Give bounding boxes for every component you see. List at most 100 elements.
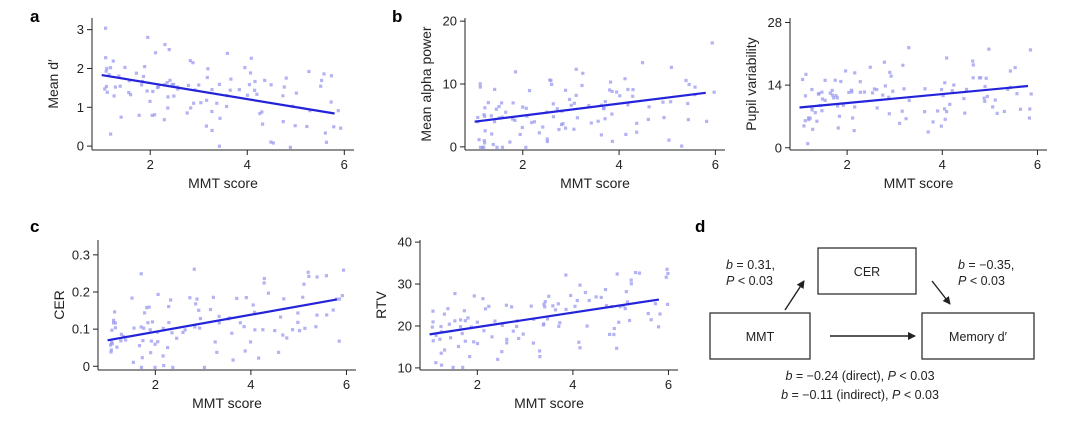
data-point [625,300,630,304]
data-point [243,349,247,353]
data-point [284,76,288,80]
data-point [462,309,466,313]
data-point [532,120,537,124]
data-point [468,354,472,359]
data-point [618,94,622,98]
data-point [297,329,302,333]
data-point [166,106,170,110]
data-point [943,117,947,121]
data-point [935,109,940,113]
data-point [629,278,633,282]
data-point [835,96,839,100]
data-point [137,113,141,117]
data-point [615,272,619,276]
data-point [557,127,561,132]
data-point [111,59,115,63]
data-point [596,119,600,123]
data-point [486,101,490,105]
data-point [165,346,170,350]
indirect-value: = −0.11 (indirect), [788,388,892,402]
data-point [161,326,165,331]
data-point [459,318,463,322]
data-point [290,328,295,332]
data-point [276,350,281,354]
data-point [991,105,995,109]
memory-box-label: Memory d′ [949,330,1008,344]
x-tick-label: 2 [474,377,481,392]
chart-alpha-power: 0 10 20 2 4 6 MMT score Mean alpha power [418,14,725,191]
data-point [271,141,275,145]
data-point [119,339,123,343]
data-point [839,79,843,84]
path-b-p-symbol: P [958,274,967,288]
data-point [161,354,165,358]
chart-cer: 0 0.1 0.2 0.3 2 4 6 MMT score CER [51,240,356,411]
data-point [661,100,665,104]
data-point [669,100,673,104]
data-point [505,337,509,342]
data-point [626,103,630,107]
data-point [325,313,329,317]
data-point [442,348,447,352]
data-point [258,111,262,116]
data-point [166,95,170,99]
data-point [478,85,482,89]
data-point [511,101,515,105]
data-point [307,274,311,278]
data-point [569,103,573,107]
y-tick-label: 20 [443,14,457,29]
data-point [273,329,277,333]
data-point [431,309,435,313]
data-point [563,88,568,92]
data-point [524,106,528,110]
panel-letter-b: b [392,7,402,26]
data-point [604,304,609,308]
data-point [550,82,554,87]
data-point [985,94,989,99]
data-point [887,112,891,116]
data-point [197,83,201,87]
data-point [504,110,508,114]
data-point [171,365,175,369]
data-point [323,131,327,135]
data-point [618,305,622,309]
data-point [172,94,176,98]
data-point [493,319,497,323]
regression-line [429,298,660,336]
data-point [575,116,580,120]
data-point [810,105,814,110]
data-point [145,306,149,310]
data-point [322,72,326,76]
data-point [438,337,442,341]
data-point [617,320,621,324]
cer-box-label: CER [854,265,880,279]
data-point [109,350,113,354]
data-point [489,114,493,118]
data-point [167,304,171,309]
data-point [282,85,286,89]
data-point [870,91,875,95]
data-point [962,96,966,101]
data-point [567,97,572,102]
data-point [483,106,487,110]
data-point [476,115,480,120]
data-point [104,56,108,60]
data-point [245,93,250,97]
data-point [478,145,483,149]
data-point [518,132,522,137]
data-point [337,297,342,301]
data-point [430,325,434,329]
data-point [684,78,688,83]
data-point [260,122,265,126]
data-point [303,326,307,330]
data-point [816,92,821,96]
data-point [439,363,444,367]
data-point [231,358,235,362]
data-point [820,97,825,101]
x-tick-label: 4 [247,377,254,392]
regression-line [799,84,1029,109]
data-point [111,321,116,325]
data-point [858,90,862,94]
data-point [230,331,234,335]
path-a-p-value: < 0.03 [734,274,773,288]
